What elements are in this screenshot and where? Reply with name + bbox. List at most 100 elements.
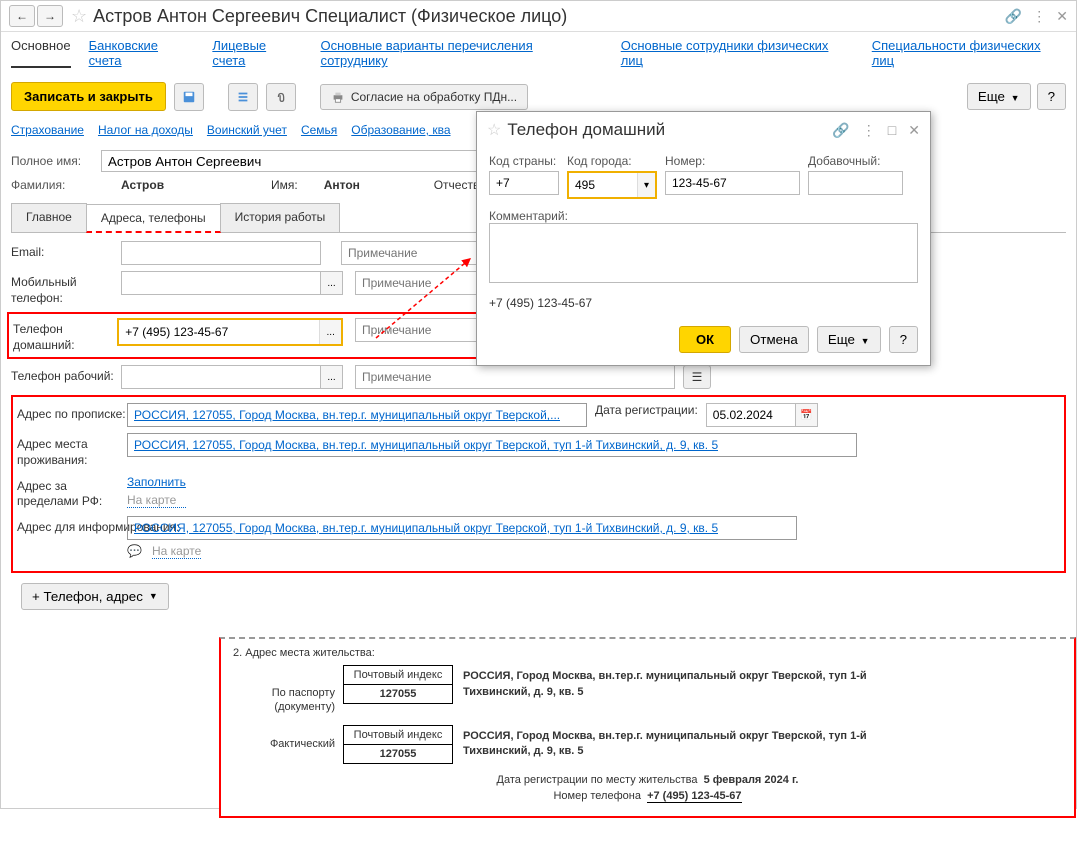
- link-military[interactable]: Воинский учет: [207, 123, 287, 137]
- clip-icon: [274, 90, 288, 104]
- titlebar: ← → ☆ Астров Антон Сергеевич Специалист …: [1, 1, 1076, 32]
- foreign-address-row: Адрес за пределами РФ: Заполнить На карт…: [17, 475, 1060, 510]
- print-heading: 2. Адрес места жительства:: [233, 647, 1062, 659]
- foreign-address-label: Адрес за пределами РФ:: [17, 475, 127, 510]
- name-label: Имя:: [271, 178, 298, 192]
- dialog-help-button[interactable]: ?: [889, 326, 918, 353]
- link-icon[interactable]: 🔗: [1005, 8, 1022, 25]
- work-phone-ellipsis-button[interactable]: ...: [321, 365, 343, 389]
- print-actual-label: Фактический: [233, 738, 343, 750]
- mobile-input[interactable]: [121, 271, 321, 295]
- country-code-input[interactable]: [489, 171, 559, 195]
- print-phone-line: Номер телефона +7 (495) 123-45-67: [233, 790, 1062, 802]
- work-phone-input[interactable]: [121, 365, 321, 389]
- work-phone-row: Телефон рабочий: ... ☰: [11, 365, 1066, 389]
- inner-tab-main[interactable]: Главное: [11, 203, 87, 232]
- consent-button[interactable]: Согласие на обработку ПДн...: [320, 84, 528, 110]
- inner-tab-addresses[interactable]: Адреса, телефоны: [86, 204, 221, 233]
- notify-address-link[interactable]: РОССИЯ, 127055, Город Москва, вн.тер.г. …: [134, 521, 718, 535]
- city-code-label: Код города:: [567, 154, 657, 168]
- print-reg-line: Дата регистрации по месту жительства 5 ф…: [233, 774, 1062, 786]
- live-address-link[interactable]: РОССИЯ, 127055, Город Москва, вн.тер.г. …: [134, 438, 718, 452]
- chat-icon: 💬: [127, 544, 142, 558]
- fullname-label: Полное имя:: [11, 154, 101, 168]
- work-phone-note-input[interactable]: [355, 365, 675, 389]
- comment-label: Комментарий:: [489, 209, 568, 223]
- nav-back-button[interactable]: ←: [9, 5, 35, 27]
- list-toggle-button[interactable]: ☰: [683, 365, 711, 389]
- notify-address-input[interactable]: РОССИЯ, 127055, Город Москва, вн.тер.г. …: [127, 516, 797, 540]
- tab-main[interactable]: Основное: [11, 38, 71, 68]
- add-phone-address-button[interactable]: + Телефон, адрес ▼: [21, 583, 169, 610]
- attach-button[interactable]: [266, 83, 296, 111]
- print-index-header-2: Почтовый индекс: [343, 725, 453, 745]
- on-map-link-2[interactable]: На карте: [152, 544, 201, 559]
- reg-date-calendar-button[interactable]: 📅: [796, 403, 818, 427]
- surname-label: Фамилия:: [11, 178, 101, 192]
- address-block: Адрес по прописке: РОССИЯ, 127055, Город…: [11, 395, 1066, 572]
- print-index-header-1: Почтовый индекс: [343, 665, 453, 685]
- print-passport-label-text: По паспорту (документу): [233, 686, 343, 715]
- dialog-ok-button[interactable]: ОК: [679, 326, 731, 353]
- tab-bank-accounts[interactable]: Банковские счета: [89, 38, 195, 68]
- phone-dialog: ☆ Телефон домашний 🔗 ⋮ □ ✕ Код страны: К…: [476, 111, 931, 366]
- dialog-titlebar: ☆ Телефон домашний 🔗 ⋮ □ ✕: [477, 112, 930, 148]
- home-phone-ellipsis-button[interactable]: ...: [319, 320, 341, 344]
- email-input[interactable]: [121, 241, 321, 265]
- save-icon: [182, 90, 196, 104]
- ext-input[interactable]: [808, 171, 903, 195]
- city-code-dropdown-button[interactable]: ▾: [637, 173, 655, 197]
- close-icon[interactable]: ✕: [1056, 8, 1068, 25]
- home-phone-label: Телефон домашний:: [13, 318, 117, 353]
- dialog-more-button[interactable]: Еще ▼: [817, 326, 881, 353]
- save-and-close-button[interactable]: Записать и закрыть: [11, 82, 166, 111]
- dialog-cancel-button[interactable]: Отмена: [739, 326, 809, 353]
- more-button[interactable]: Еще ▼: [967, 83, 1031, 110]
- tab-main-employees[interactable]: Основные сотрудники физических лиц: [621, 38, 854, 68]
- print-icon: [331, 90, 345, 104]
- live-address-input[interactable]: РОССИЯ, 127055, Город Москва, вн.тер.г. …: [127, 433, 857, 457]
- link-insurance[interactable]: Страхование: [11, 123, 84, 137]
- print-index-value-2: 127055: [343, 745, 453, 764]
- top-link-tabs: Основное Банковские счета Лицевые счета …: [1, 32, 1076, 74]
- save-button[interactable]: [174, 83, 204, 111]
- tab-specialties[interactable]: Специальности физических лиц: [872, 38, 1066, 68]
- reg-date-label: Дата регистрации:: [595, 403, 698, 417]
- mobile-ellipsis-button[interactable]: ...: [321, 271, 343, 295]
- surname-value: Астров: [121, 178, 241, 192]
- on-map-link[interactable]: На карте: [127, 493, 186, 508]
- name-value: Антон: [324, 178, 404, 192]
- link-tax[interactable]: Налог на доходы: [98, 123, 193, 137]
- list-icon: [236, 90, 250, 104]
- number-label: Номер:: [665, 154, 800, 168]
- help-button[interactable]: ?: [1037, 83, 1066, 110]
- dialog-menu-icon[interactable]: ⋮: [862, 122, 876, 139]
- nav-forward-button[interactable]: →: [37, 5, 63, 27]
- city-code-input[interactable]: [569, 173, 637, 197]
- fill-link[interactable]: Заполнить: [127, 475, 186, 489]
- inner-tab-history[interactable]: История работы: [220, 203, 341, 232]
- link-education[interactable]: Образование, ква: [351, 123, 450, 137]
- reg-address-label: Адрес по прописке:: [17, 403, 127, 423]
- reg-address-link[interactable]: РОССИЯ, 127055, Город Москва, вн.тер.г. …: [134, 408, 560, 422]
- link-family[interactable]: Семья: [301, 123, 337, 137]
- number-input[interactable]: [665, 171, 800, 195]
- tab-personal-accounts[interactable]: Лицевые счета: [212, 38, 302, 68]
- ext-label: Добавочный:: [808, 154, 903, 168]
- comment-textarea[interactable]: [489, 223, 918, 283]
- menu-icon[interactable]: ⋮: [1032, 8, 1046, 25]
- main-window: ← → ☆ Астров Антон Сергеевич Специалист …: [0, 0, 1077, 809]
- dialog-maximize-icon[interactable]: □: [888, 122, 896, 139]
- dialog-link-icon[interactable]: 🔗: [832, 122, 849, 139]
- tab-transfer-options[interactable]: Основные варианты перечисления сотрудник…: [321, 38, 603, 68]
- print-passport-addr: РОССИЯ, Город Москва, вн.тер.г. муниципа…: [453, 669, 883, 700]
- live-address-label: Адрес места проживания:: [17, 433, 127, 468]
- favorite-star-icon[interactable]: ☆: [71, 6, 87, 27]
- dialog-close-icon[interactable]: ✕: [908, 122, 920, 139]
- reg-date-input[interactable]: [706, 403, 796, 427]
- dialog-star-icon[interactable]: ☆: [487, 120, 501, 140]
- home-phone-input[interactable]: [119, 320, 319, 344]
- reg-address-input[interactable]: РОССИЯ, 127055, Город Москва, вн.тер.г. …: [127, 403, 587, 427]
- list-button[interactable]: [228, 83, 258, 111]
- print-form-overlay: 2. Адрес места жительства: Почтовый инде…: [219, 637, 1076, 818]
